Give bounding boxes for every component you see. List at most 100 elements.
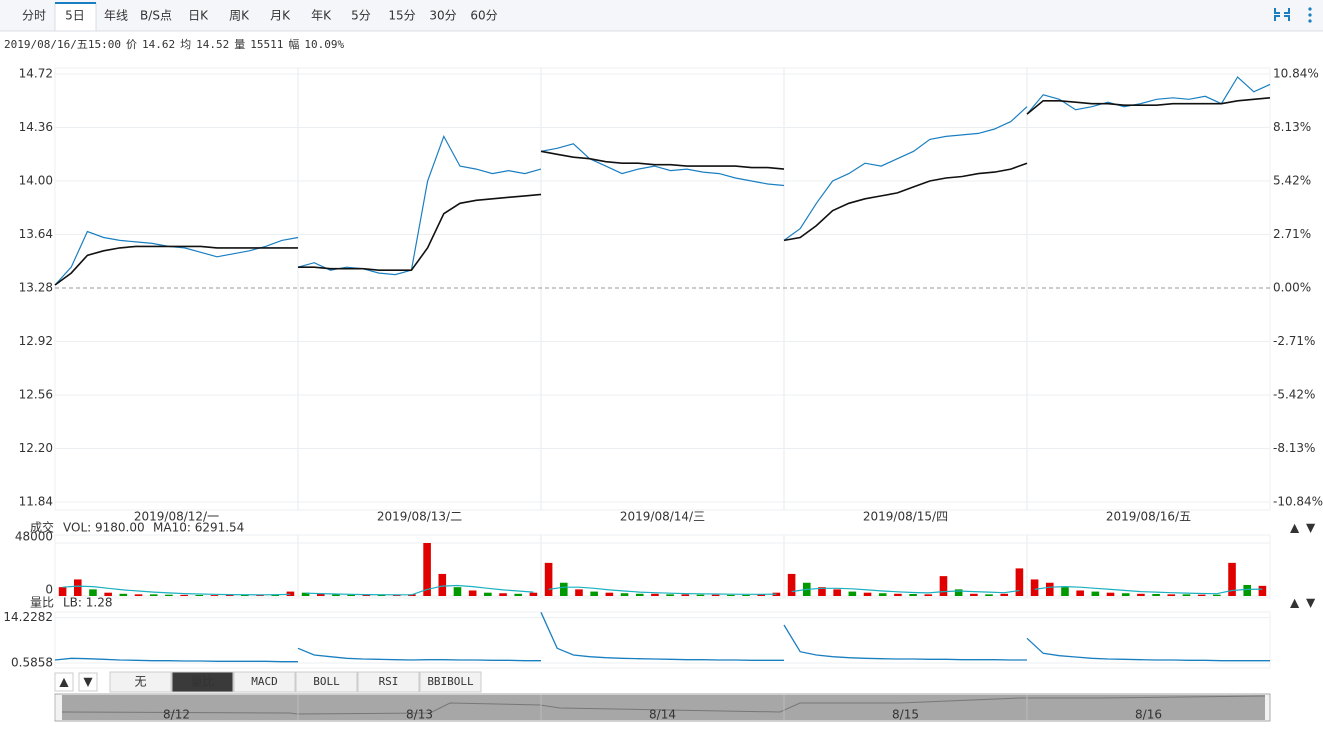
y2-tick-label: 8.13% [1273,120,1311,134]
plot-frame [54,611,1271,669]
settings-icon[interactable] [1308,7,1312,23]
volume-bar [970,593,978,596]
volume-bar [271,594,280,596]
toolbar-tab[interactable]: 年线 [104,9,128,23]
volume-bar [1182,594,1191,596]
y-tick-label: 12.56 [19,388,53,402]
volume-bar [1243,584,1252,596]
volume-bar [787,573,796,596]
indicator-tab[interactable]: 量比 [190,675,214,689]
navigator-label: 8/13 [406,708,433,722]
plot-frame [54,67,1271,511]
indicator-tab[interactable]: BBIBOLL [427,675,474,688]
volume-bar [954,589,963,596]
panel-label: 成交 [30,520,54,535]
avg-line [54,245,298,286]
volume-bar [529,592,538,596]
fullscreen-icon[interactable] [1274,8,1290,21]
volume-bar [1152,594,1160,596]
volume-bar [316,593,325,596]
toolbar-tab[interactable]: 周K [229,9,250,23]
info-price-label: 价 [126,38,137,51]
plot-frame [54,534,1271,599]
volume-bar [89,589,97,596]
toolbar-tab[interactable]: 60分 [470,9,497,23]
toolbar-tab[interactable]: 30分 [429,9,456,23]
volume-bar [1091,591,1100,596]
volume-bar [1030,579,1039,596]
price-line [783,106,1028,241]
down-button[interactable]: ▼ [83,675,93,689]
toolbar-tab[interactable]: 5日 [65,9,85,23]
y-tick-label: 13.28 [19,281,53,295]
down-button-bg[interactable] [78,672,98,692]
toolbar-tab[interactable]: 月K [270,9,291,23]
lb-text: LB: 1.28 [63,596,113,610]
lb-chart: 量比 LB: 1.28 ▲ ▼ 0.5858 14.2282 [3,596,1316,670]
y-tick-label: 13.64 [19,227,53,241]
toolbar-tab[interactable]: 分时 [22,9,46,23]
lb-line [540,612,784,661]
volume-bar [878,593,887,596]
scroll-up: ▲ [1290,596,1300,610]
volume-bar [1106,592,1115,596]
up-button[interactable]: ▲ [59,675,69,689]
y-tick-label: 48000 [15,530,53,544]
indicator-tab-bg[interactable] [295,671,358,693]
volume-bar [1061,587,1069,596]
navigator-trace [61,695,1266,715]
x-tick-label: 2019/08/14/三 [620,510,705,524]
y-tick-label: 11.84 [19,495,53,509]
volume-bar [195,595,204,596]
price-line [540,143,785,187]
volume-bar [985,594,993,596]
indicator-tab[interactable]: MACD [251,675,278,688]
volume-bar [651,593,659,596]
volume-bar [241,594,249,596]
info-time: 2019/08/16/五15:00 [4,38,121,51]
indicator-tab[interactable]: 无 [134,675,146,689]
indicator-tab-bg[interactable] [171,671,234,693]
avg-line [783,162,1028,242]
volume-bar [1121,593,1130,596]
indicator-tab-bg[interactable] [357,671,420,693]
y-tick-label: 0.5858 [11,656,53,670]
volume-bar [1228,562,1236,596]
toolbar-tab[interactable]: 日K [188,9,209,23]
ma-line [791,587,1020,594]
y2-tick-label: -10.84% [1273,495,1323,509]
scroll-down: ▼ [1306,521,1316,535]
ma-line [62,585,291,596]
lb-line [783,624,1027,661]
volume-bar [727,594,735,596]
indicator-tab-bg[interactable] [109,671,172,693]
avg-line [298,193,542,272]
y2-tick-label: -5.42% [1273,388,1315,402]
up-button-bg[interactable] [54,672,74,692]
volume-bar [757,594,766,596]
y-tick-label: 0 [45,583,53,597]
indicator-tab[interactable]: BOLL [313,675,340,688]
volume-bar [438,573,447,596]
info-amp-label: 幅 [288,38,299,51]
navigator-window[interactable] [62,695,1265,720]
x-tick-label: 2019/08/15/四 [863,510,948,524]
indicator-tab[interactable]: RSI [379,675,399,688]
indicator-tab-bg[interactable] [419,671,482,693]
indicator-tab-bg[interactable] [233,671,296,693]
price-line [54,230,299,286]
volume-bar [605,592,614,596]
navigator-label: 8/16 [1135,708,1162,722]
toolbar-tab[interactable]: 年K [311,9,332,23]
active-tab-bg [54,2,97,32]
vol-text: VOL: 9180.00 [63,521,145,535]
volume-bar [119,593,128,596]
toolbar-tab[interactable]: 15分 [388,9,415,23]
volume-bar [742,594,750,596]
toolbar-tab[interactable]: 5分 [351,9,371,23]
toolbar-tab[interactable]: B/S点 [140,9,172,23]
volume-bar [377,595,386,596]
ma-line [548,586,777,595]
